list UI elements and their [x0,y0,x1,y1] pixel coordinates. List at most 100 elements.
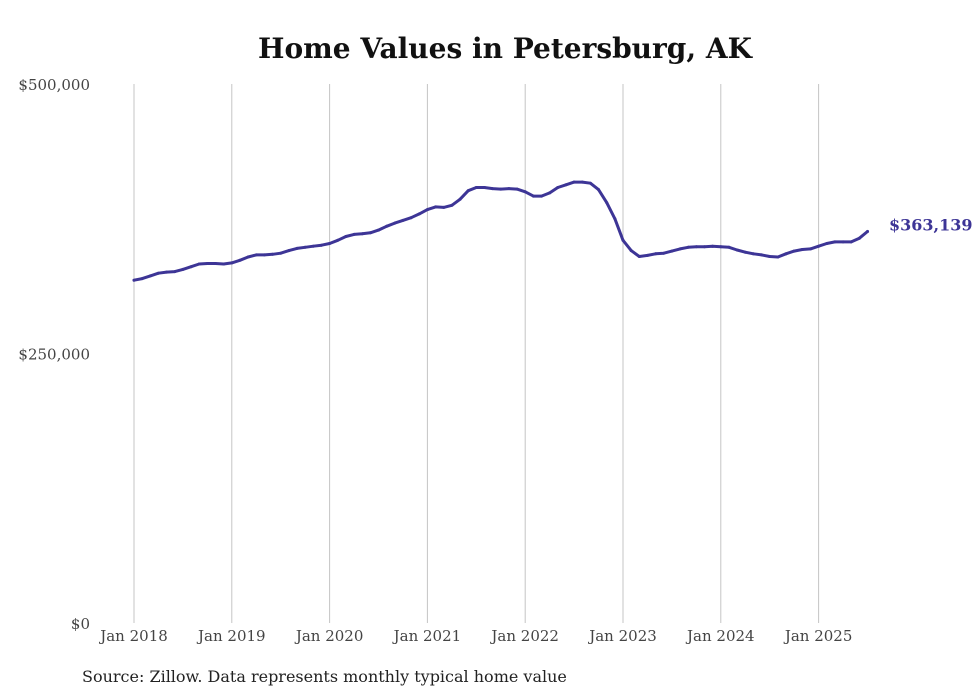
data-point [866,230,869,233]
home-value-line [132,180,869,282]
data-point [385,224,389,228]
data-point [646,253,649,257]
data-point [466,189,470,193]
data-point [540,194,543,198]
data-point [670,249,674,253]
data-point [442,205,446,209]
data-point [760,253,764,257]
data-point [214,262,217,265]
data-point [450,203,454,207]
data-point [556,186,560,189]
source-note: Source: Zillow. Data represents monthly … [82,667,567,686]
data-point [515,187,519,191]
data-point [156,271,160,275]
data-point [711,244,715,248]
data-point [499,187,503,191]
gridlines [133,84,820,623]
data-point [165,270,169,274]
data-point [743,250,747,254]
data-point [230,261,234,265]
data-point [360,232,364,236]
data-point [621,238,625,242]
data-point [458,197,462,201]
data-point [629,249,633,253]
data-point [523,190,527,194]
data-point [173,270,177,274]
end-value-label: $363,139 [889,216,973,235]
x-tick-label: Jan 2023 [587,627,657,645]
data-point [425,208,429,212]
data-point [833,240,837,244]
x-tick-label: Jan 2018 [98,627,168,645]
data-point [531,194,535,198]
data-point [751,252,755,256]
data-point [662,251,666,255]
x-tick-label: Jan 2022 [489,627,559,645]
data-point [817,244,821,248]
data-point [809,247,812,251]
data-point [800,248,804,251]
data-point [181,267,185,271]
data-point [409,216,413,220]
data-point [841,240,845,244]
data-point [434,205,438,209]
data-point [197,262,201,266]
data-point [678,247,682,251]
x-axis: Jan 2018 Jan 2019 Jan 2020 Jan 2021 Jan 2022… [98,627,852,645]
data-point [580,180,584,184]
data-point [189,265,193,269]
data-point [792,249,796,253]
data-point [311,244,315,248]
data-point [344,235,348,238]
x-tick-label: Jan 2019 [196,627,266,645]
data-point [784,252,788,256]
data-point [548,191,552,195]
data-point [352,232,356,236]
data-point [328,242,332,245]
series-group: $363,139 [132,180,973,282]
data-point [254,253,258,257]
data-point [564,183,568,187]
data-point [849,240,853,244]
data-point [507,187,511,191]
data-point [694,245,698,249]
data-point [238,258,242,262]
data-point [776,255,780,259]
y-tick-label: $500,000 [18,76,90,94]
x-tick-label: Jan 2025 [783,627,853,645]
data-point [572,180,576,184]
y-tick-label: $250,000 [18,346,90,364]
data-point [303,245,307,249]
data-point [148,274,152,278]
data-point [597,188,600,192]
y-tick-label: $0 [71,615,90,633]
data-point [588,181,592,185]
data-point [613,217,617,221]
data-point [768,255,772,258]
data-point [482,186,486,189]
data-point [735,248,739,252]
x-tick-label: Jan 2024 [685,627,755,645]
data-point [295,246,299,250]
data-point [140,277,144,281]
data-point [262,253,266,257]
data-point [205,262,209,265]
data-point [271,252,275,256]
x-tick-label: Jan 2021 [392,627,462,645]
y-axis: $0 $250,000 $500,000 [18,76,90,633]
data-point [279,251,283,255]
data-point [417,212,421,216]
data-point [825,242,829,245]
data-point [605,201,609,205]
x-tick-label: Jan 2020 [294,627,364,645]
data-point [377,228,380,232]
data-point [654,252,658,256]
data-point [727,245,731,249]
data-point [393,221,397,225]
data-point [132,278,136,282]
data-point [491,187,495,191]
data-point [703,245,706,249]
data-point [474,186,478,189]
data-point [719,245,723,249]
